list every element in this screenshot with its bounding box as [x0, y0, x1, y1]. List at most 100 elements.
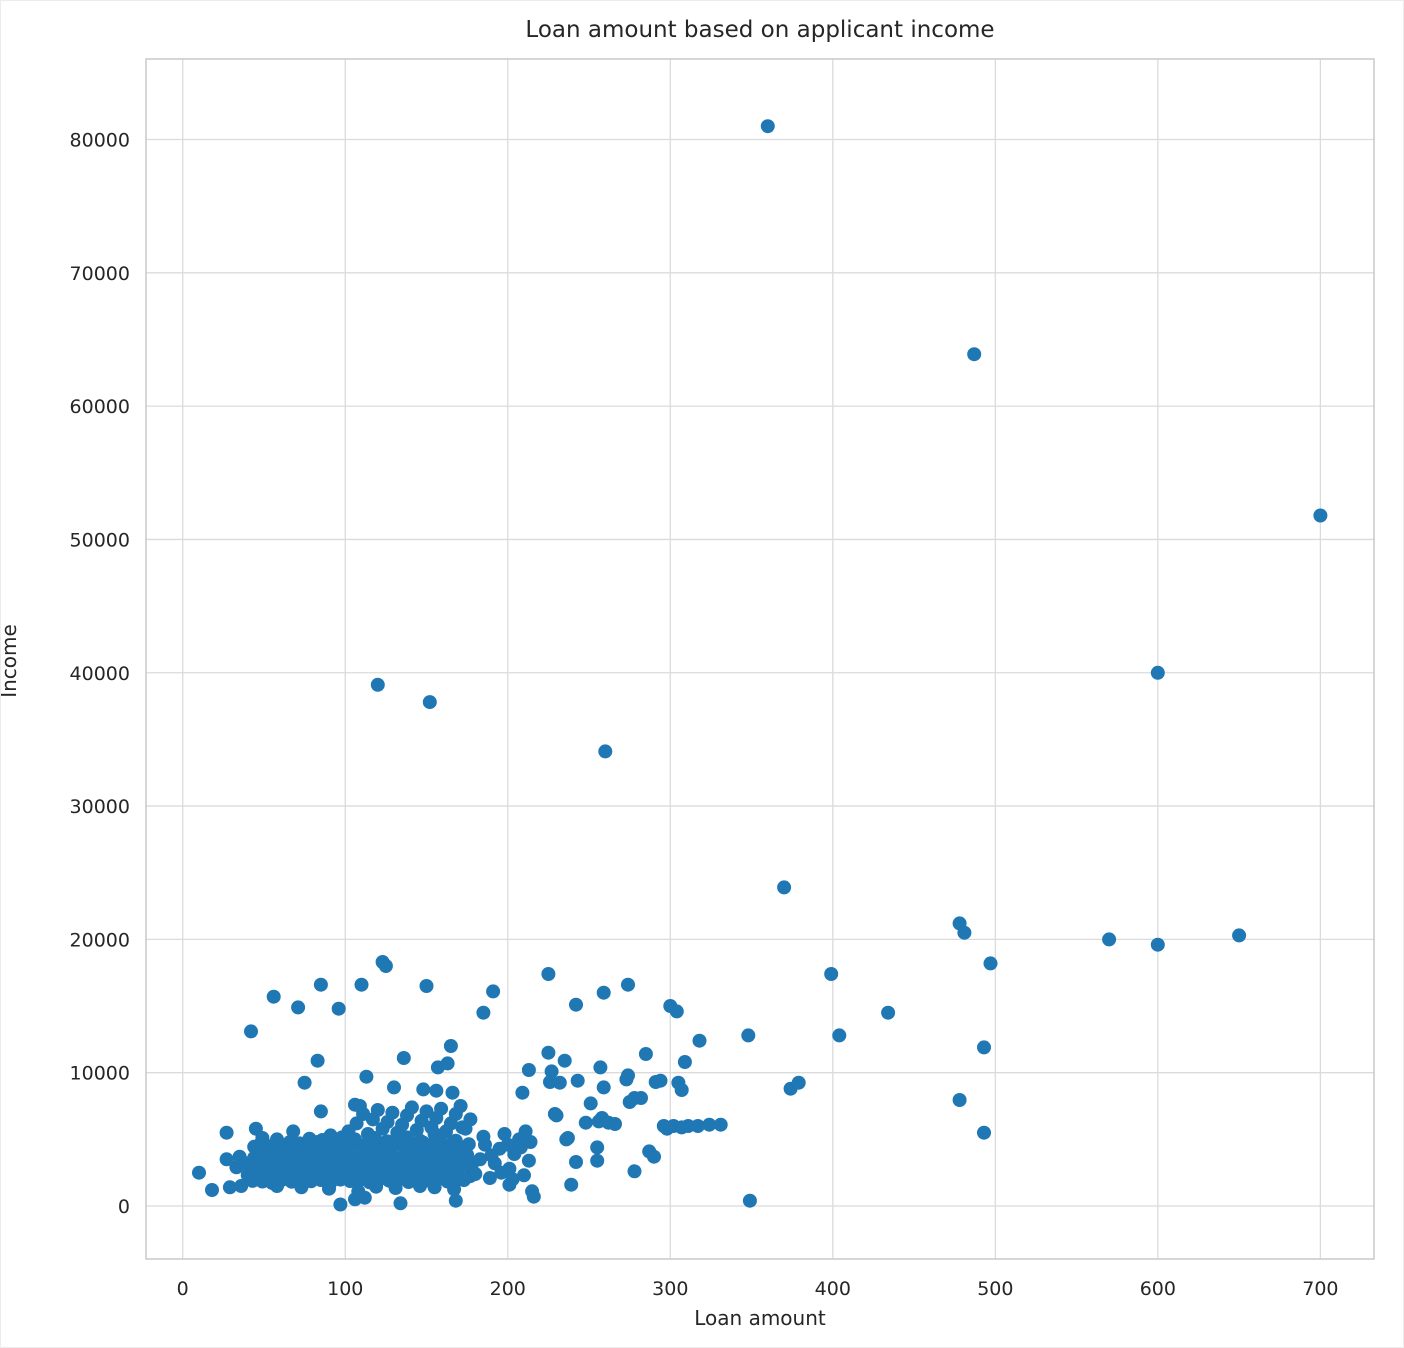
data-point: [322, 1181, 336, 1196]
data-point: [1313, 508, 1328, 523]
data-point: [983, 956, 998, 971]
data-point: [286, 1124, 301, 1139]
data-point: [409, 1143, 424, 1158]
data-point: [270, 1179, 284, 1193]
data-point: [370, 677, 385, 692]
data-point: [458, 1142, 473, 1156]
data-point: [1150, 665, 1165, 680]
data-point: [429, 1083, 444, 1098]
data-point: [359, 1069, 374, 1084]
data-point: [541, 967, 556, 981]
data-point: [1150, 937, 1165, 952]
y-tick-label: 80000: [70, 130, 130, 152]
data-point: [660, 1121, 674, 1136]
data-point: [434, 1101, 449, 1116]
data-point: [557, 1053, 572, 1068]
data-point: [313, 1104, 328, 1119]
data-point: [515, 1085, 530, 1100]
data-point: [291, 1000, 306, 1015]
data-point: [222, 1180, 237, 1195]
data-point: [713, 1117, 728, 1132]
data-point: [569, 997, 583, 1012]
data-point: [426, 1140, 440, 1155]
data-point: [473, 1152, 488, 1167]
data-point: [692, 1033, 707, 1048]
data-point: [549, 1108, 564, 1123]
data-point: [690, 1119, 705, 1133]
data-point: [621, 977, 635, 992]
data-point: [393, 1196, 408, 1211]
data-point: [1102, 932, 1117, 947]
data-point: [824, 967, 839, 981]
data-point: [422, 695, 437, 710]
y-tick-label: 0: [118, 1196, 130, 1218]
data-point: [413, 1179, 427, 1193]
chart-title: Loan amount based on applicant income: [525, 17, 995, 43]
data-point: [608, 1117, 622, 1131]
data-point: [486, 984, 501, 999]
data-point: [312, 1142, 327, 1157]
data-point: [328, 1136, 343, 1151]
data-point: [881, 1005, 896, 1020]
data-point: [244, 1024, 258, 1039]
x-tick-label: 600: [1140, 1278, 1176, 1300]
x-tick-label: 0: [177, 1278, 189, 1300]
data-point: [564, 1177, 579, 1192]
data-point: [484, 1148, 499, 1163]
data-point: [505, 1172, 520, 1187]
data-point: [760, 119, 775, 134]
data-point: [440, 1056, 455, 1071]
data-point: [419, 979, 434, 993]
y-axis-label: Income: [0, 624, 21, 698]
data-point: [396, 1051, 411, 1065]
y-tick-label: 20000: [70, 929, 130, 951]
data-point: [977, 1125, 991, 1140]
data-point: [279, 1141, 294, 1156]
data-point: [593, 1060, 608, 1075]
data-point: [559, 1132, 574, 1147]
x-tick-label: 200: [490, 1278, 526, 1300]
data-point: [445, 1085, 460, 1100]
data-point: [377, 1142, 392, 1157]
data-point: [596, 985, 611, 1000]
data-point: [294, 1180, 309, 1195]
data-point: [541, 1045, 556, 1060]
data-point: [333, 1197, 348, 1212]
data-point: [370, 1103, 385, 1117]
y-tick-label: 50000: [70, 529, 130, 551]
data-point: [302, 1131, 317, 1146]
x-tick-label: 100: [327, 1278, 363, 1300]
data-point: [247, 1139, 262, 1154]
data-point: [266, 989, 281, 1004]
data-point: [497, 1127, 512, 1141]
data-point: [977, 1040, 991, 1055]
x-axis-label: Loan amount: [694, 1306, 826, 1330]
data-point: [832, 1028, 847, 1043]
y-tick-label: 70000: [70, 263, 130, 285]
data-point: [234, 1179, 249, 1193]
data-point: [416, 1082, 431, 1097]
data-point: [952, 1093, 967, 1107]
axes-frame: [145, 58, 1375, 1260]
data-point: [552, 1075, 567, 1090]
data-point: [219, 1125, 234, 1140]
data-point: [598, 744, 613, 759]
data-point: [442, 1145, 457, 1160]
x-tick-label: 500: [977, 1278, 1013, 1300]
data-point: [387, 1080, 401, 1095]
data-point: [361, 1127, 375, 1141]
data-point: [476, 1129, 491, 1144]
data-point: [619, 1072, 634, 1087]
data-point: [590, 1153, 605, 1168]
data-point: [742, 1193, 757, 1208]
data-point: [1232, 928, 1247, 943]
y-tick-label: 60000: [70, 396, 130, 418]
data-point: [476, 1005, 491, 1020]
data-point: [448, 1193, 463, 1208]
data-point: [463, 1112, 478, 1127]
x-tick-label: 400: [815, 1278, 851, 1300]
data-point: [521, 1063, 536, 1077]
data-point: [219, 1152, 234, 1167]
data-point: [544, 1064, 559, 1079]
data-point: [521, 1153, 536, 1168]
